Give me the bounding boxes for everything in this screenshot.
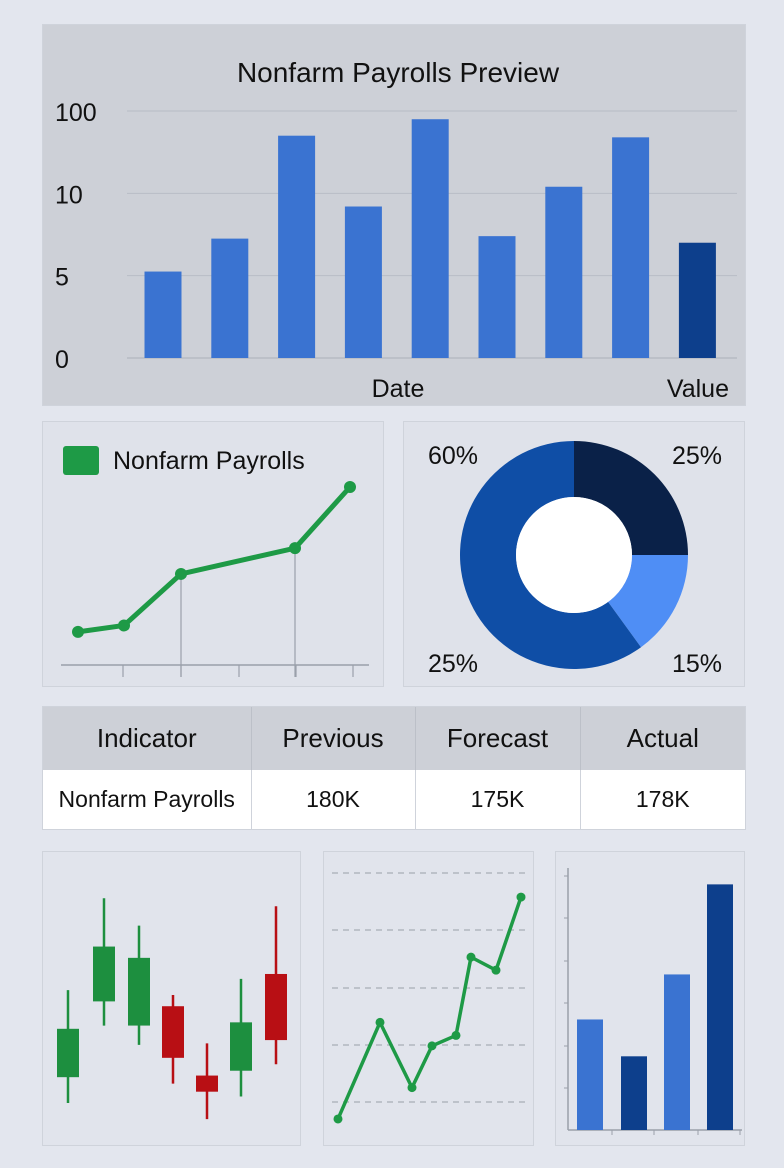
data-point (466, 952, 476, 962)
bar (707, 884, 733, 1130)
main-bar-chart: Nonfarm Payrolls Preview 0 5 10 100 Date Va… (55, 57, 737, 403)
donut-label-top-right: 25% (672, 442, 722, 470)
donut-label-top-left: 60% (428, 442, 478, 470)
bar (211, 238, 249, 358)
candle-body (128, 957, 150, 1026)
small-line-chart-panel (323, 851, 534, 1146)
donut-slice (574, 441, 688, 555)
data-point (175, 567, 187, 580)
bar (344, 206, 382, 358)
bar (612, 137, 650, 358)
legend-label: Nonfarm Payrolls (113, 447, 305, 475)
column-header-actual: Actual (580, 707, 745, 770)
data-point (118, 619, 130, 632)
data-point (407, 1083, 417, 1093)
main-bar-chart-panel: Nonfarm Payrolls Preview 0 5 10 100 Date Va… (42, 24, 746, 406)
table-row: Nonfarm Payrolls 180K 175K 178K (43, 770, 745, 829)
bar (144, 271, 182, 358)
candle-body (230, 1022, 252, 1071)
bar (411, 119, 449, 358)
y-tick-label: 10 (55, 181, 83, 209)
small-line-chart (332, 872, 526, 1124)
table-header-row: Indicator Previous Forecast Actual (43, 707, 745, 770)
series-line (77, 485, 352, 635)
data-point (344, 481, 356, 493)
bar (664, 974, 690, 1130)
y-tick-label: 0 (55, 346, 69, 374)
candle-body (57, 1028, 79, 1078)
data-point (516, 892, 526, 902)
bar (278, 135, 316, 358)
donut-label-bottom-left: 25% (428, 650, 478, 678)
bar (621, 1056, 647, 1130)
donut-label-bottom-right: 15% (672, 650, 722, 678)
donut-chart-panel: 60% 25% 25% 15% (403, 421, 745, 687)
candle-body (196, 1075, 218, 1092)
donut-slice (608, 555, 688, 648)
column-header-previous: Previous (251, 707, 416, 770)
data-point (289, 542, 301, 555)
legend-swatch (63, 446, 99, 475)
line-chart-panel: Nonfarm Payrolls (42, 421, 384, 687)
column-header-forecast: Forecast (415, 707, 581, 770)
candle-body (162, 1006, 184, 1058)
indicator-table: Indicator Previous Forecast Actual Nonfa… (42, 706, 746, 830)
donut-chart: 60% 25% 25% 15% (428, 441, 722, 678)
small-bar-chart (564, 868, 742, 1135)
bar (478, 236, 516, 358)
bar (577, 1019, 603, 1130)
cell-forecast: 175K (415, 770, 581, 829)
cell-indicator: Nonfarm Payrolls (43, 770, 252, 829)
chart-title: Nonfarm Payrolls Preview (237, 57, 560, 88)
cell-actual: 178K (635, 786, 690, 812)
series-line (336, 896, 523, 1120)
line-chart: Nonfarm Payrolls (61, 446, 369, 677)
cell-previous: 180K (251, 770, 416, 829)
y-tick-label: 5 (55, 264, 69, 292)
x-axis-label: Date (372, 375, 425, 403)
small-bar-chart-panel (555, 851, 745, 1146)
data-point (72, 625, 84, 638)
data-point (451, 1030, 461, 1040)
candlestick-chart (57, 898, 287, 1120)
data-point (427, 1041, 437, 1051)
donut-slice (460, 441, 642, 669)
y-axis-label: Value (667, 375, 729, 403)
data-point (375, 1017, 385, 1027)
bar (678, 242, 716, 358)
donut-hole (516, 497, 632, 613)
y-tick-label: 100 (55, 99, 97, 127)
data-point (333, 1114, 343, 1124)
bar (545, 186, 583, 358)
candle-body (265, 973, 287, 1041)
column-header-indicator: Indicator (43, 707, 252, 770)
data-point (491, 965, 501, 975)
candlestick-chart-panel (42, 851, 301, 1146)
candle-body (93, 946, 115, 1002)
